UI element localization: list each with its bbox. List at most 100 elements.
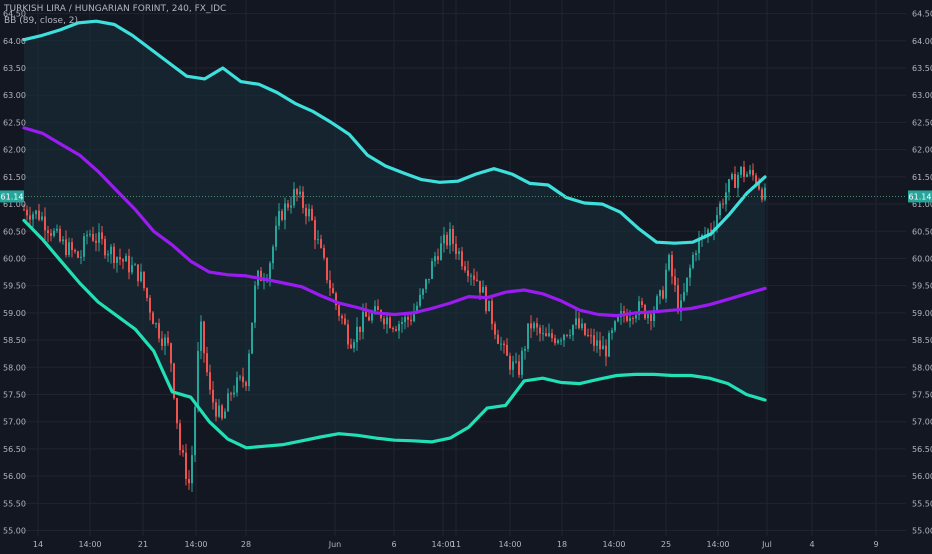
left-price-axis[interactable]: 55.00 55.50 56.00 56.50 57.00 57.50 58.00 58.50…	[3, 10, 26, 536]
x-tick-label: 21	[138, 540, 148, 549]
x-tick-label: 14:00	[78, 540, 101, 549]
candle-body	[401, 321, 403, 324]
candle-body	[356, 326, 358, 343]
candle-body	[611, 330, 613, 334]
candle-body	[362, 311, 364, 332]
candle-body	[425, 279, 427, 290]
y-tick-label-left: 58.50	[3, 336, 26, 345]
candlesticks	[23, 160, 766, 492]
candle-body	[584, 323, 586, 335]
candle-body	[731, 173, 733, 180]
right-price-axis[interactable]: 55.00 55.50 56.00 56.50 57.00 57.50 58.00 58.50…	[912, 10, 932, 536]
candle-body	[749, 169, 751, 175]
y-tick-label-right: 57.50	[912, 391, 932, 400]
y-tick-label-left: 63.00	[3, 91, 26, 100]
candle-body	[467, 270, 469, 277]
candle-body	[437, 256, 439, 260]
candle-body	[233, 392, 235, 395]
candle-body	[203, 321, 205, 354]
candle-body	[332, 288, 334, 294]
candle-body	[608, 333, 610, 357]
x-tick-label: 14	[33, 540, 43, 549]
candle-body	[260, 270, 262, 281]
candle-body	[392, 327, 394, 330]
candle-body	[683, 292, 685, 301]
candle-body	[71, 242, 73, 250]
candle-body	[182, 450, 184, 453]
y-tick-label-left: 57.00	[3, 418, 26, 427]
candle-body	[695, 253, 697, 255]
candle-body	[464, 266, 466, 271]
candle-body	[173, 363, 175, 399]
candle-body	[251, 322, 253, 354]
candle-body	[185, 452, 187, 480]
symbol-title[interactable]: TURKISH LIRA / HUNGARIAN FORINT, 240, FX…	[4, 4, 227, 14]
candle-body	[482, 286, 484, 293]
candle-body	[677, 285, 679, 312]
candle-body	[419, 294, 421, 306]
y-tick-label-left: 59.00	[3, 309, 26, 318]
y-tick-label-right: 59.50	[912, 282, 932, 291]
y-tick-label-right: 63.50	[912, 64, 932, 73]
x-tick-label: 18	[557, 540, 567, 549]
candle-body	[242, 376, 244, 383]
candle-body	[56, 228, 58, 231]
candle-body	[605, 345, 607, 357]
candle-body	[758, 183, 760, 190]
candle-body	[80, 256, 82, 258]
y-tick-label-left: 58.00	[3, 363, 26, 372]
price-tag-left-bg	[0, 190, 24, 203]
candle-body	[161, 338, 163, 346]
candle-body	[398, 323, 400, 331]
candle-body	[176, 398, 178, 424]
candle-body	[449, 228, 451, 246]
candle-body	[29, 215, 31, 220]
candle-body	[143, 271, 145, 288]
candle-body	[218, 405, 220, 417]
candle-body	[311, 208, 313, 221]
candle-body	[344, 318, 346, 325]
candle-body	[86, 234, 88, 237]
candle-body	[89, 234, 91, 236]
indicator-title[interactable]: BB (89, close, 2)	[4, 16, 79, 26]
y-tick-label-right: 62.00	[912, 146, 932, 155]
candle-body	[596, 340, 598, 346]
candle-body	[641, 301, 643, 305]
candle-body	[350, 344, 352, 349]
candle-body	[647, 314, 649, 319]
candle-body	[197, 350, 199, 408]
candle-body	[428, 278, 430, 280]
candle-body	[761, 189, 763, 200]
candle-body	[77, 251, 79, 258]
candle-body	[689, 267, 691, 278]
candle-body	[155, 323, 157, 325]
candle-body	[722, 203, 724, 205]
candle-body	[671, 255, 673, 277]
x-tick-label: 9	[873, 540, 878, 549]
candle-body	[353, 342, 355, 349]
candle-body	[665, 269, 667, 299]
candle-body	[53, 230, 55, 236]
y-tick-label-right: 55.00	[912, 527, 932, 536]
y-tick-label-right: 58.00	[912, 363, 932, 372]
candle-body	[707, 229, 709, 235]
x-tick-label: 28	[241, 540, 251, 549]
candle-body	[317, 239, 319, 241]
candle-body	[698, 238, 700, 254]
candle-body	[377, 306, 379, 311]
candle-body	[221, 405, 223, 419]
candle-body	[587, 334, 589, 336]
candle-body	[452, 228, 454, 244]
candle-body	[62, 239, 64, 242]
candle-body	[557, 340, 559, 344]
y-tick-label-right: 63.00	[912, 91, 932, 100]
price-tag-left: 61.14	[1, 192, 24, 201]
candle-body	[581, 323, 583, 329]
y-tick-label-left: 62.00	[3, 146, 26, 155]
y-tick-label-right: 60.00	[912, 254, 932, 263]
candle-body	[539, 327, 541, 334]
candle-body	[716, 215, 718, 229]
